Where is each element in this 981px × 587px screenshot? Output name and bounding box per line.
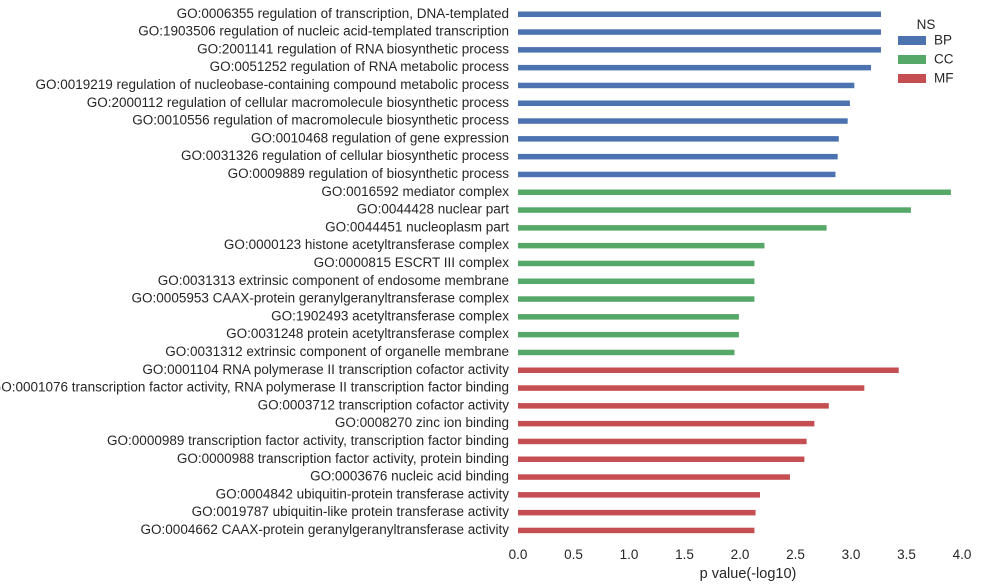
bar-mf <box>518 509 756 516</box>
bar-cc <box>518 278 755 284</box>
bar-bp <box>518 118 848 124</box>
x-tick-label: 2.0 <box>731 547 750 562</box>
y-tick-label: GO:0010556 regulation of macromolecule b… <box>132 113 509 128</box>
bar-bp <box>518 11 881 17</box>
bar-bp <box>518 47 881 53</box>
bar-bp <box>518 171 836 178</box>
y-tick-label: GO:0031326 regulation of cellular biosyn… <box>181 148 509 163</box>
bar-mf <box>518 474 790 480</box>
x-tick-label: 1.5 <box>675 547 694 562</box>
bar-bp <box>518 100 850 106</box>
y-tick-label: GO:0031313 extrinsic component of endoso… <box>158 273 509 288</box>
bars-group <box>518 11 951 534</box>
bar-cc <box>518 349 735 356</box>
legend-items: BP CC MF <box>898 33 954 86</box>
legend-label-bp: BP <box>934 33 952 48</box>
bar-cc <box>518 296 755 302</box>
x-axis-label: p value(-log10) <box>700 566 797 582</box>
y-tick-label: GO:0019787 ubiquitin-like protein transf… <box>192 504 510 519</box>
bar-bp <box>518 82 855 89</box>
y-tick-label: GO:0010468 regulation of gene expression <box>251 130 509 145</box>
y-tick-label: GO:0000123 histone acetyltransferase com… <box>224 237 509 252</box>
legend-label-cc: CC <box>934 52 954 67</box>
bar-mf <box>518 438 807 445</box>
bar-bp <box>518 64 871 71</box>
x-tick-label: 3.5 <box>897 547 916 562</box>
bar-mf <box>518 420 815 427</box>
bar-mf <box>518 527 755 534</box>
legend: NS BP CC MF <box>898 17 954 86</box>
y-tick-label: GO:0000988 transcription factor activity… <box>177 451 509 466</box>
bar-bp <box>518 29 881 35</box>
bar-cc <box>518 225 827 231</box>
legend-swatch-cc <box>898 55 926 64</box>
y-tick-label: GO:0031248 protein acetyltransferase com… <box>226 326 509 341</box>
legend-title: NS <box>917 17 936 32</box>
y-tick-label: GO:2000112 regulation of cellular macrom… <box>87 95 509 110</box>
y-tick-label: GO:2001141 regulation of RNA biosyntheti… <box>197 41 509 56</box>
x-tick-label: 3.0 <box>842 547 861 562</box>
bar-mf <box>518 492 760 498</box>
y-tick-label: GO:0003676 nucleic acid binding <box>310 469 509 484</box>
bar-cc <box>518 242 765 249</box>
bar-mf <box>518 367 899 373</box>
bar-cc <box>518 189 951 195</box>
y-tick-label: GO:0044428 nuclear part <box>357 202 510 217</box>
bar-cc <box>518 314 739 320</box>
y-tick-label: GO:0009889 regulation of biosynthetic pr… <box>228 166 510 181</box>
y-tick-label: GO:0000989 transcription factor activity… <box>107 433 509 448</box>
y-tick-label: GO:0044451 nucleoplasm part <box>325 219 509 234</box>
y-tick-labels: GO:0006355 regulation of transcription, … <box>0 6 509 537</box>
y-tick-label: GO:0008270 zinc ion binding <box>335 415 509 430</box>
y-tick-label: GO:0005953 CAAX-protein geranylgeranyltr… <box>132 291 510 306</box>
y-tick-label: GO:0031312 extrinsic component of organe… <box>165 344 509 359</box>
y-tick-label: GO:0001076 transcription factor activity… <box>0 380 509 395</box>
bar-mf <box>518 403 829 409</box>
y-tick-label: GO:0051252 regulation of RNA metabolic p… <box>210 59 510 74</box>
bar-cc <box>518 260 755 267</box>
legend-label-mf: MF <box>934 71 954 86</box>
y-tick-label: GO:0004662 CAAX-protein geranylgeranyltr… <box>141 522 510 537</box>
x-tick-label: 0.0 <box>509 547 528 562</box>
y-tick-label: GO:0003712 transcription cofactor activi… <box>258 397 510 412</box>
legend-swatch-bp <box>898 36 926 45</box>
y-tick-label: GO:0004842 ubiquitin-protein transferase… <box>216 486 510 501</box>
bar-bp <box>518 136 839 142</box>
x-tick-labels: 0.0 0.5 1.0 1.5 2.0 2.5 3.0 3.5 4.0 <box>509 547 972 562</box>
y-tick-label: GO:0001104 RNA polymerase II transcripti… <box>142 362 509 377</box>
y-tick-label: GO:0016592 mediator complex <box>321 184 509 199</box>
bar-mf <box>518 385 865 391</box>
bar-bp <box>518 153 838 160</box>
x-tick-label: 0.5 <box>564 547 583 562</box>
y-tick-label: GO:1902493 acetyltransferase complex <box>271 308 509 323</box>
x-tick-label: 4.0 <box>953 547 972 562</box>
x-tick-label: 2.5 <box>786 547 805 562</box>
bar-cc <box>518 207 911 213</box>
y-tick-label: GO:1903506 regulation of nucleic acid-te… <box>138 24 509 39</box>
y-tick-label: GO:0019219 regulation of nucleobase-cont… <box>35 77 509 92</box>
y-tick-label: GO:0000815 ESCRT III complex <box>314 255 510 270</box>
bar-mf <box>518 456 805 462</box>
bar-cc <box>518 331 739 338</box>
x-tick-label: 1.0 <box>620 547 639 562</box>
y-tick-label: GO:0006355 regulation of transcription, … <box>177 6 509 21</box>
legend-swatch-mf <box>898 74 926 83</box>
